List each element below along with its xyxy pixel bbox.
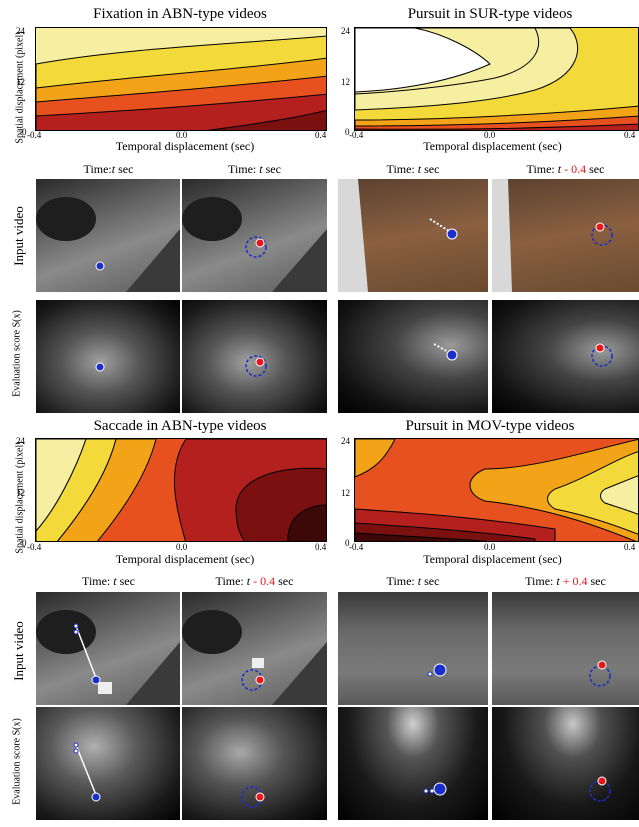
contour-plot-pursuit-mov: [354, 438, 639, 542]
ytick-12-p0: 12: [16, 77, 25, 87]
input-frame-sur-pursuit-1: [338, 179, 488, 292]
xtick-zero-p2: 0.0: [176, 542, 188, 552]
score-map-sur-pursuit-1: [338, 300, 488, 413]
ytick-0-p3: 0: [345, 538, 350, 548]
xtick-zero-p0: 0.0: [176, 130, 188, 140]
xtick-neg-p1: -0.4: [349, 130, 364, 140]
time-label-p0-a: Time:t sec: [83, 162, 134, 176]
time-label-p1-a: Time: t sec: [386, 162, 440, 176]
xtick-zero-p1: 0.0: [484, 130, 496, 140]
x-axis-label-p3: Temporal displacement (sec): [423, 552, 562, 566]
panel-title-fixation-abn: Fixation in ABN-type videos: [93, 6, 267, 22]
input-frame-abn-saccade-1: [36, 592, 180, 705]
xtick-pos-p0: 0.4: [315, 130, 327, 140]
row-label-input-2: Input video: [11, 621, 26, 681]
xtick-neg-p3: -0.4: [349, 542, 364, 552]
xtick-pos-p2: 0.4: [315, 542, 327, 552]
contour-plot-saccade-abn: [35, 438, 327, 542]
xtick-pos-p3: 0.4: [624, 542, 636, 552]
input-frame-mov-pursuit-2: [492, 592, 639, 705]
row-label-input-1: Input video: [11, 206, 26, 266]
time-label-p2-b: Time: t - 0.4 sec: [215, 574, 294, 588]
time-label-p3-b: Time: t + 0.4 sec: [525, 574, 606, 588]
panel-title-pursuit-sur: Pursuit in SUR-type videos: [407, 6, 573, 22]
panel-title-pursuit-mov: Pursuit in MOV-type videos: [405, 418, 575, 434]
input-frame-abn-saccade-2: [182, 592, 327, 705]
input-frame-abn-fixation-1: [36, 179, 180, 292]
ytick-24-p3: 24: [341, 436, 350, 446]
ytick-24-p2: 24: [16, 436, 25, 446]
x-axis-label-p0: Temporal displacement (sec): [115, 139, 255, 153]
time-label-p0-b: Time: t sec: [228, 162, 281, 176]
row-label-score-2: Evaluation score S(x): [11, 718, 23, 805]
ytick-12-p1: 12: [341, 77, 350, 87]
ytick-0-p1: 0: [345, 127, 350, 137]
time-label-p2-a: Time: t sec: [82, 574, 135, 588]
input-frame-mov-pursuit-1: [338, 592, 488, 705]
xtick-neg-p0: -0.4: [27, 130, 42, 140]
contour-plot-pursuit-sur: [354, 27, 639, 131]
x-axis-label-p1: Temporal displacement (sec): [423, 139, 562, 153]
contour-plot-fixation-abn: [35, 27, 327, 131]
score-map-abn-fixation-1: [36, 300, 180, 413]
ytick-24-p0: 24: [16, 26, 25, 36]
time-label-p1-b: Time: t - 0.4 sec: [526, 162, 605, 176]
ytick-12-p3: 12: [341, 488, 350, 498]
score-map-abn-fixation-2: [182, 300, 327, 413]
ytick-12-p2: 12: [16, 488, 25, 498]
row-label-score-1: Evaluation score S(x): [11, 310, 23, 397]
score-map-sur-pursuit-2: [492, 300, 639, 413]
score-map-mov-pursuit-2: [492, 707, 639, 820]
ytick-0-p2: 0: [22, 538, 27, 548]
score-map-abn-saccade-2: [182, 707, 327, 820]
xtick-neg-p2: -0.4: [27, 542, 42, 552]
ytick-0-p0: 0: [22, 127, 27, 137]
input-frame-sur-pursuit-2: [492, 179, 639, 292]
xtick-zero-p3: 0.0: [484, 542, 496, 552]
panel-title-saccade-abn: Saccade in ABN-type videos: [93, 418, 267, 434]
xtick-pos-p1: 0.4: [624, 130, 636, 140]
ytick-24-p1: 24: [341, 26, 350, 36]
score-map-mov-pursuit-1: [338, 707, 488, 820]
x-axis-label-p2: Temporal displacement (sec): [115, 552, 255, 566]
time-label-p3-a: Time: t sec: [386, 574, 440, 588]
input-frame-abn-fixation-2: [182, 179, 327, 292]
score-map-abn-saccade-1: [36, 707, 180, 820]
